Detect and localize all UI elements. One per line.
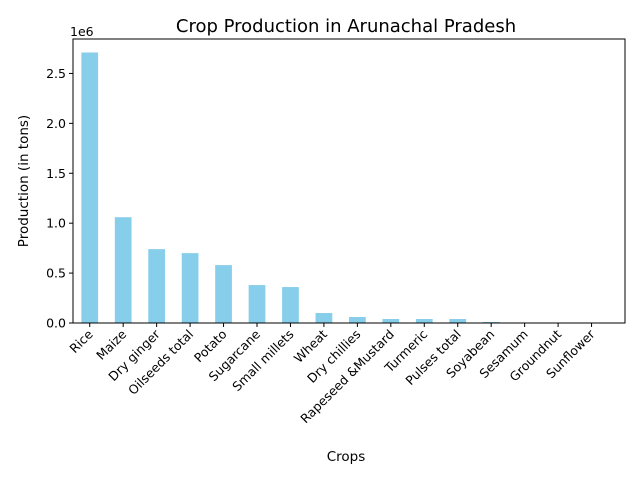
- x-axis-label: Crops: [327, 449, 366, 465]
- bar-5: [249, 285, 266, 323]
- bars-layer: [81, 52, 600, 323]
- y-tick-label-5: 2.5: [46, 66, 66, 81]
- bar-2: [148, 249, 165, 323]
- y-axis-label: Production (in tons): [16, 115, 32, 247]
- bar-4: [215, 265, 232, 323]
- chart-title: Crop Production in Arunachal Pradesh: [176, 16, 516, 37]
- bar-1: [115, 217, 132, 323]
- bar-6: [282, 287, 299, 323]
- y-tick-label-2: 1.0: [46, 216, 66, 231]
- y-ticks-layer: 0.0 0.5 1.0 1.5 2.0 2.5: [46, 66, 73, 331]
- bar-0: [81, 52, 98, 323]
- bar-10: [416, 319, 433, 323]
- y-axis-offset-label: 1e6: [70, 24, 94, 39]
- bar-8: [349, 317, 366, 323]
- bar-9: [382, 319, 399, 323]
- y-tick-label-0: 0.0: [46, 316, 66, 331]
- bar-11: [449, 319, 466, 323]
- bar-3: [182, 253, 199, 323]
- y-tick-label-4: 2.0: [46, 116, 66, 131]
- bar-7: [316, 313, 333, 323]
- y-tick-label-1: 0.5: [46, 266, 66, 281]
- x-tick-label-0: Rice: [66, 326, 96, 356]
- y-tick-label-3: 1.5: [46, 166, 66, 181]
